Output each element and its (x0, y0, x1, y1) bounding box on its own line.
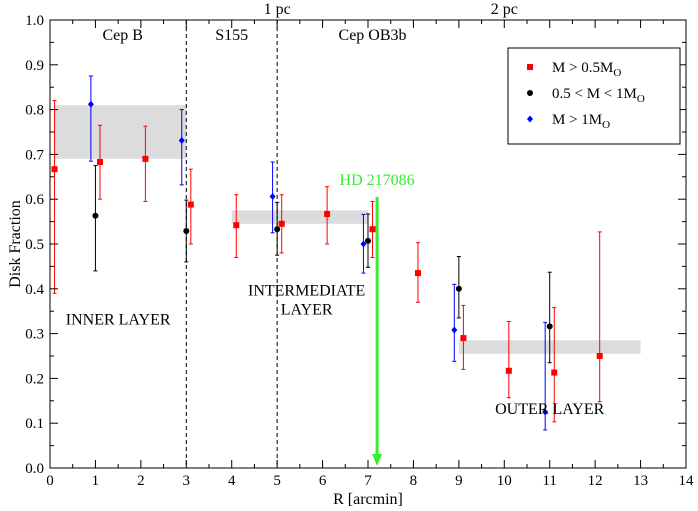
ticks: 0 1 2 3 4 5 6 7 8 9 10 11 12 13 140.00.10.20.30.40.50.… (25, 13, 694, 489)
x-tick-label: 5 (273, 473, 281, 489)
data-point-circle (274, 226, 281, 233)
layer-label: INTERMEDIATE (248, 283, 365, 300)
legend-entry-label: M > 1M (552, 112, 602, 128)
data-point-square (96, 159, 103, 166)
shaded-band-0 (54, 105, 187, 159)
y-tick-label: 0.0 (25, 461, 44, 477)
data-point-square (233, 222, 240, 229)
x-tick-label: 2 (137, 473, 145, 489)
distance-label: 1 pc (264, 1, 291, 18)
data-point-square (51, 166, 58, 173)
data-point-square (460, 335, 467, 342)
legend-entry-text: M > 0.5MO (552, 60, 621, 79)
data-point-square (505, 367, 512, 374)
x-tick-label: 1 (92, 473, 100, 489)
hd-217086-annotation: HD 217086 (340, 172, 415, 466)
legend-entry-text: 0.5 < M < 1MO (552, 86, 645, 105)
data-point-circle (365, 237, 371, 244)
data-point-diamond (451, 326, 458, 334)
region-label: Cep OB3b (339, 27, 407, 44)
x-tick-label: 14 (679, 473, 695, 489)
data-point-diamond (87, 100, 94, 108)
data-point-diamond (269, 193, 276, 201)
y-tick-label: 0.9 (25, 58, 44, 74)
data-point-square (324, 210, 331, 217)
y-axis-title: Disk Fraction (7, 200, 24, 288)
data-point-square (278, 220, 285, 227)
layer-label: LAYER (281, 302, 333, 319)
data-points (51, 100, 603, 416)
x-tick-label: 11 (542, 473, 556, 489)
data-point-square (187, 201, 194, 208)
y-tick-label: 0.8 (25, 103, 44, 119)
data-point-circle (455, 285, 462, 292)
legend-entry-subscript: O (637, 93, 645, 105)
x-tick-label: 7 (364, 473, 372, 489)
y-tick-label: 1.0 (25, 13, 44, 29)
legend-marker-circle (527, 90, 533, 96)
region-label: Cep B (102, 27, 142, 44)
legend-entry-subscript: O (613, 67, 621, 79)
y-tick-label: 0.4 (25, 282, 44, 298)
data-point-circle (92, 212, 99, 219)
data-point-diamond (542, 408, 549, 416)
data-point-square (596, 353, 603, 359)
layer-labels: INNER LAYER INTERMEDIATE LAYER OUTER LAYER (66, 283, 605, 419)
x-tick-label: 3 (183, 473, 191, 489)
x-tick-label: 8 (410, 473, 418, 489)
x-tick-label: 10 (497, 473, 512, 489)
legend-entry-label: 0.5 < M < 1M (552, 86, 637, 102)
layer-label: OUTER LAYER (495, 401, 605, 418)
x-tick-label: 6 (319, 473, 327, 489)
shaded-bands (54, 105, 641, 354)
x-tick-label: 9 (455, 473, 463, 489)
distance-label: 2 pc (491, 1, 518, 18)
data-point-diamond (178, 137, 185, 145)
legend-entry-subscript: O (602, 119, 610, 131)
x-tick-label: 13 (633, 473, 648, 489)
y-tick-label: 0.1 (25, 416, 44, 432)
region-dividers (185, 20, 278, 468)
distance-scale-labels: 1 pc 2 pc (264, 1, 518, 18)
legend-box (507, 47, 681, 145)
legend-entry-label: M > 0.5M (552, 60, 613, 76)
hd-217086-arrow-head (372, 454, 383, 466)
shaded-band-1 (231, 210, 368, 224)
y-tick-label: 0.5 (25, 237, 44, 253)
hd-217086-label: HD 217086 (340, 172, 415, 189)
region-label: S155 (215, 27, 248, 44)
data-point-circle (546, 323, 553, 330)
y-tick-label: 0.3 (25, 327, 44, 343)
data-point-square (551, 369, 558, 376)
legend-marker-square (527, 64, 533, 70)
region-labels: Cep B S155 Cep OB3b (102, 27, 406, 44)
layer-label: INNER LAYER (66, 312, 171, 329)
legend-marker-diamond (527, 115, 533, 123)
data-point-diamond (360, 240, 367, 248)
x-tick-label: 12 (588, 473, 603, 489)
data-point-square (414, 270, 421, 277)
x-tick-label: 4 (228, 473, 236, 489)
data-point-circle (183, 228, 190, 235)
data-point-square (142, 155, 149, 162)
x-axis-title: R [arcmin] (333, 491, 403, 508)
y-tick-label: 0.6 (25, 192, 44, 208)
x-tick-label: 0 (46, 473, 54, 489)
data-point-square (369, 226, 376, 233)
y-tick-label: 0.7 (25, 147, 44, 163)
y-tick-label: 0.2 (25, 371, 44, 387)
legend-entry-text: M > 1MO (552, 112, 610, 131)
